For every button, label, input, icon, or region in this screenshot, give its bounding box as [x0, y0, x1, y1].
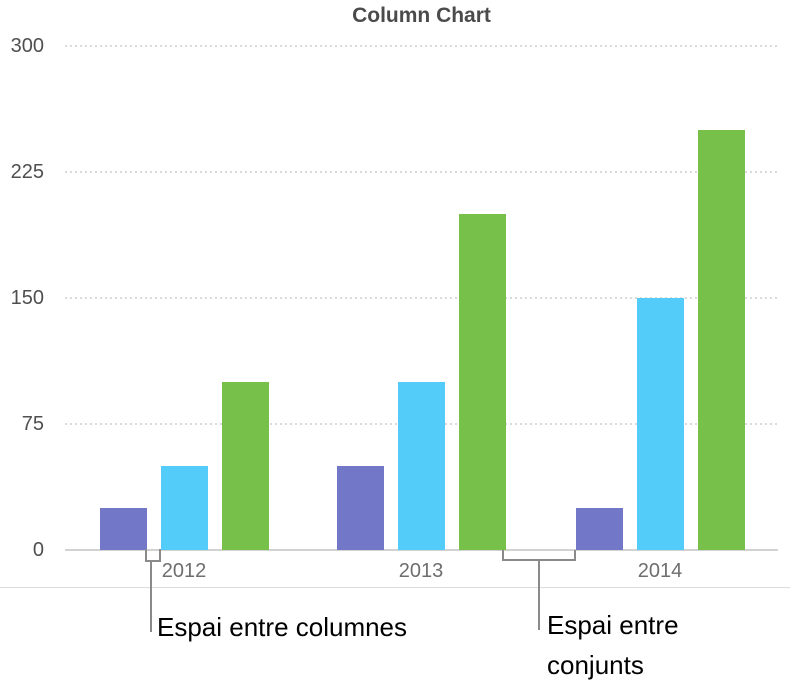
x-axis-line: [65, 549, 778, 551]
y-axis-tick-label-75: 75: [21, 413, 44, 435]
x-axis-category-label-2013: 2013: [398, 560, 444, 582]
bar-2012-series-purple: [99, 508, 147, 550]
cluster-gap-callout-line: [538, 560, 540, 630]
cluster-gap-annotation-line1: Espai entre: [547, 610, 679, 640]
cluster-gap-annotation: Espai entre conjunts: [547, 605, 679, 685]
column-gap-callout-line: [150, 561, 152, 632]
bar-2014-series-purple: [575, 508, 623, 550]
gridline-150: [65, 297, 778, 299]
bar-2013-series-green: [458, 214, 506, 550]
y-axis-tick-label-225: 225: [10, 161, 44, 183]
x-axis-category-label-2012: 2012: [161, 560, 207, 582]
bar-2014-series-blue: [636, 298, 684, 550]
column-gap-annotation: Espai entre columnes: [157, 612, 408, 642]
cluster-gap-annotation-line2: conjunts: [547, 650, 644, 680]
bar-2014-series-green: [697, 130, 745, 550]
y-axis-tick-label-300: 300: [10, 35, 44, 57]
bottom-divider: [0, 587, 790, 588]
bar-2012-series-blue: [160, 466, 208, 550]
y-axis-tick-label-0: 0: [32, 539, 44, 561]
bar-2013-series-purple: [336, 466, 384, 550]
bar-2012-series-green: [221, 382, 269, 550]
x-axis-category-label-2014: 2014: [637, 560, 683, 582]
chart-title: Column Chart: [352, 4, 491, 27]
column-gap-bracket: [145, 549, 161, 562]
gridline-225: [65, 171, 778, 173]
y-axis-tick-label-150: 150: [10, 287, 44, 309]
bar-2013-series-blue: [397, 382, 445, 550]
gridline-300: [65, 45, 778, 47]
